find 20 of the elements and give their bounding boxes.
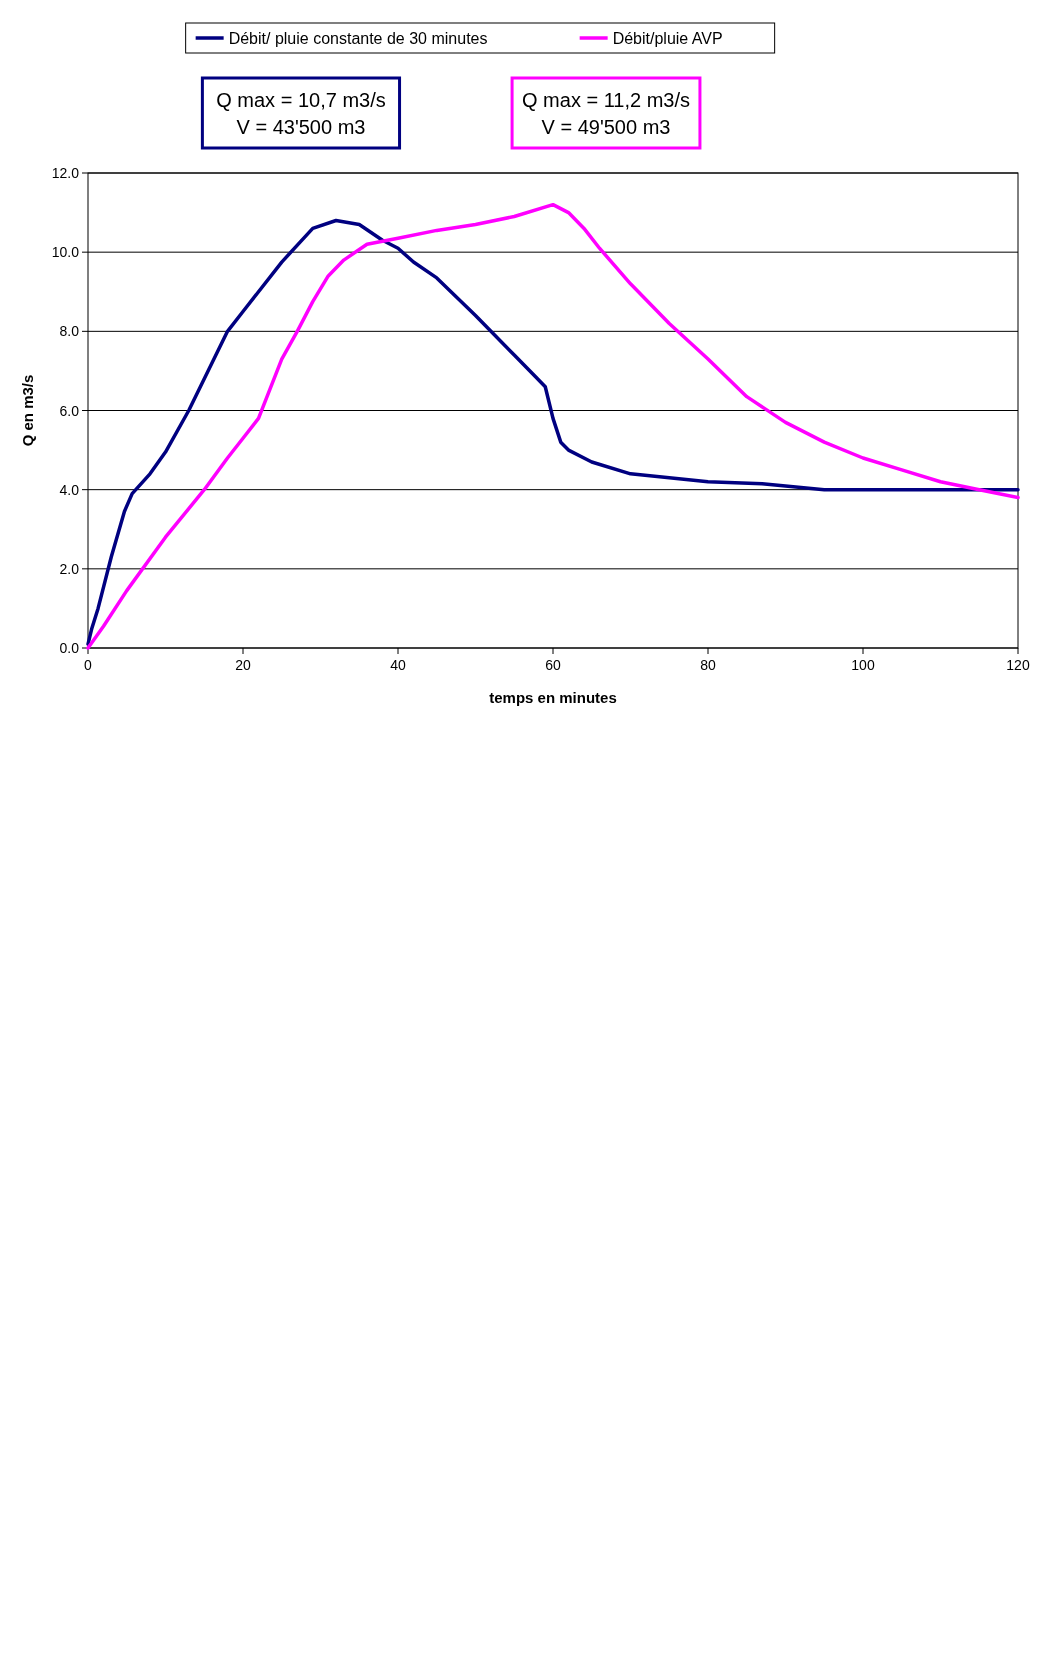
x-tick-label: 120	[1006, 657, 1030, 673]
y-axis-title: Q en m3/s	[19, 374, 36, 447]
y-tick-label: 10.0	[51, 244, 80, 261]
x-tick-label: 0	[84, 657, 93, 673]
y-tick-label: 6.0	[59, 402, 80, 419]
y-tick-label: 4.0	[59, 481, 80, 498]
text: Q max = 11,2 m3/s V = 49'500 m3	[521, 89, 691, 138]
x-tick-label: 40	[390, 657, 406, 673]
text: Q max = 10,7 m3/s V = 43'500 m3	[216, 89, 386, 138]
y-tick-label: 2.0	[59, 560, 80, 577]
y-tick-label: 12.0	[51, 165, 80, 181]
x-axis-title: temps en minutes	[489, 689, 617, 706]
x-tick-label: 60	[545, 657, 561, 673]
x-tick-label: 100	[851, 657, 875, 673]
legend-label: Débit/ pluie constante de 30 minutes	[228, 30, 488, 47]
x-tick-label: 20	[235, 657, 251, 673]
y-tick-label: 8.0	[59, 323, 80, 340]
x-tick-label: 80	[700, 657, 716, 673]
y-tick-label: 0.0	[59, 640, 80, 656]
legend-label: Débit/pluie AVP	[612, 30, 723, 47]
